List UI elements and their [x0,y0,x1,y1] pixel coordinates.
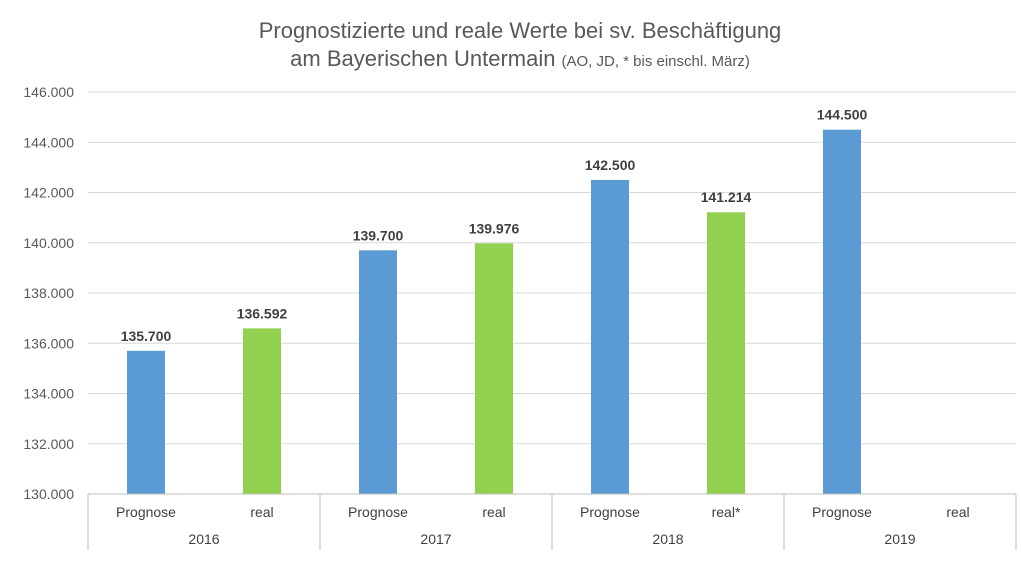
x-category-label: real [482,504,505,520]
x-group-label: 2017 [420,531,451,547]
data-label: 135.700 [121,328,172,344]
bar-real-2016 [243,328,281,494]
data-label: 141.214 [701,189,752,205]
chart-title-line2: am Bayerischen Untermain (AO, JD, * bis e… [290,46,750,71]
bar-prognose-2017 [359,250,397,494]
x-group-label: 2016 [188,531,219,547]
y-tick-label: 130.000 [23,486,74,502]
x-category-label: Prognose [812,504,872,520]
x-category-label: real [946,504,969,520]
bar-real-2017 [475,243,513,494]
y-tick-label: 136.000 [23,335,74,351]
y-axis-ticks: 130.000 132.000 134.000 136.000 138.000 140.0… [23,84,74,502]
chart-title-line2-main: am Bayerischen Untermain [290,46,555,71]
x-category-label: real* [712,504,741,520]
chart-title-line1: Prognostizierte und reale Werte bei sv. … [259,18,782,43]
y-tick-label: 134.000 [23,386,74,402]
y-tick-label: 144.000 [23,134,74,150]
y-tick-label: 132.000 [23,436,74,452]
x-category-label: Prognose [116,504,176,520]
y-tick-label: 138.000 [23,285,74,301]
y-tick-label: 142.000 [23,185,74,201]
data-label: 139.700 [353,227,404,243]
x-category-label: real [250,504,273,520]
bar-prognose-2016 [127,350,165,494]
x-category-label: Prognose [580,504,640,520]
x-group-label: 2018 [652,531,683,547]
data-label: 136.592 [237,305,288,321]
bar-prognose-2018 [591,179,629,494]
y-tick-label: 146.000 [23,84,74,100]
data-label: 139.976 [469,220,520,236]
y-tick-label: 140.000 [23,235,74,251]
data-label: 144.500 [817,107,868,123]
chart-title-note: (AO, JD, * bis einschl. März) [561,53,749,70]
data-label: 142.500 [585,157,636,173]
bar-prognose-2019 [823,129,861,494]
gridlines [88,91,1016,495]
bars [127,129,861,495]
x-axis: Prognose real 2016 Prognose real 2017 Prognose… [87,493,1017,550]
x-category-label: Prognose [348,504,408,520]
x-group-label: 2019 [884,531,915,547]
bar-real-2018 [707,212,745,495]
data-labels: 135.700 136.592 139.700 139.976 142.500 141.2… [121,107,868,344]
